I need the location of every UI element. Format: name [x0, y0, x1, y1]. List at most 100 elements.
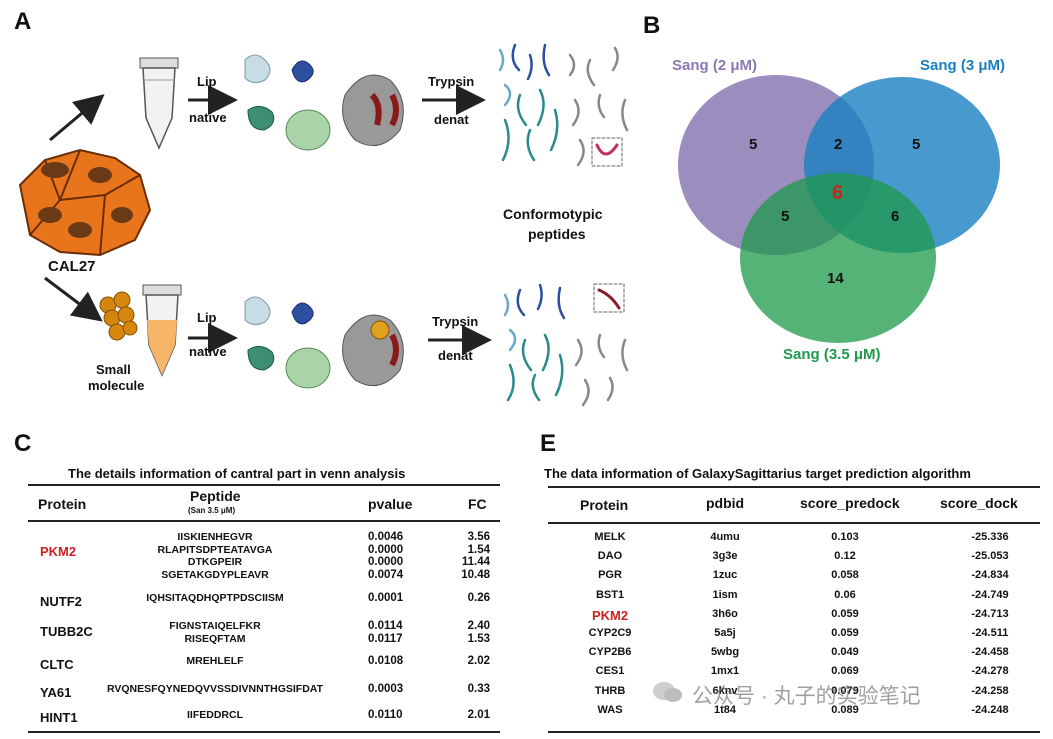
denat-label-top: denat — [434, 112, 469, 127]
table-e-title: The data information of GalaxySagittariu… — [544, 466, 971, 481]
table-e-header-protein: Protein — [580, 497, 629, 513]
table-c-peptide-cell: IQHSITAQDHQPTPDSCIISM — [146, 592, 284, 604]
table-c-peptide-cell: FIGNSTAIQELFKR RISEQFTAM — [169, 620, 261, 645]
table-c-pvalue-cell: 0.0003 — [368, 683, 404, 695]
table-e-header-score-predock: score_predock — [800, 495, 900, 511]
tube-top-icon — [139, 57, 179, 150]
wechat-icon — [652, 680, 684, 704]
table-e-header-rule — [548, 522, 1040, 524]
cal27-cells-icon — [18, 148, 152, 257]
small-molecule-icon — [99, 291, 138, 341]
table-e-score-predock-cell: 0.06 — [834, 588, 856, 601]
venn-label-2um: Sang (2 μM) — [672, 57, 758, 74]
table-e-score-dock-cell: -25.053 — [971, 550, 1009, 563]
table-e-protein-cell: CYP2B6 — [588, 646, 632, 659]
lip-label-bottom: Lip — [197, 310, 217, 325]
table-e-score-predock-cell: 0.089 — [831, 703, 859, 716]
table-e-protein-cell: DAO — [597, 550, 623, 563]
table-e-score-dock-cell: -24.458 — [971, 646, 1009, 659]
table-e-score-dock-cell: -25.336 — [971, 531, 1009, 543]
table-e-score-predock-cell: 0.069 — [831, 665, 859, 678]
venn-count-3-3-5: 6 — [891, 208, 900, 225]
cal27-label: CAL27 — [48, 258, 96, 275]
venn-label-3-5um: Sang (3.5 μM) — [783, 346, 881, 363]
trypsin-label-top: Trypsin — [428, 74, 475, 89]
table-c-protein-cell: YA61 — [40, 685, 72, 700]
table-c-protein-cell: NUTF2 — [40, 594, 82, 609]
table-c-header-pvalue: pvalue — [368, 496, 413, 512]
table-e-protein-cell: CYP2C9 — [588, 627, 632, 639]
table-c-pvalue-cell: 0.0108 — [368, 655, 404, 667]
peptides-bottom-icon — [503, 283, 629, 407]
table-e-score-dock-cell: -24.248 — [971, 703, 1009, 716]
table-e-score-dock-cell: -24.713 — [971, 607, 1009, 620]
table-e-score-predock-cell: 0.058 — [831, 569, 859, 582]
table-e-protein-cell: CES1 — [595, 665, 625, 678]
small-molecule-label-2: molecule — [88, 378, 145, 393]
panel-e-letter: E — [540, 430, 557, 457]
table-c-header-protein: Protein — [38, 496, 87, 512]
table-c-title: The details information of cantral part … — [68, 466, 406, 481]
table-c-header-peptide-sub: (San 3.5 μM) — [188, 506, 236, 515]
table-e-score-predock-cell: 0.059 — [831, 607, 859, 620]
tube-bottom-icon — [142, 284, 182, 377]
conformotypic-label: Conformotypic — [503, 206, 603, 222]
venn-label-3um: Sang (3 μM) — [920, 57, 1006, 74]
trypsin-label-bottom: Trypsin — [432, 314, 479, 329]
table-e-pdbid-cell: 3g3e — [712, 550, 738, 563]
table-c-header-rule — [28, 520, 500, 522]
panel-b-letter: B — [643, 12, 661, 39]
table-e-pdbid-cell: 1zuc — [712, 569, 738, 582]
table-c-peptide-cell: IISKIENHEGVR RLAPITSDPTEATAVGA DTKGPEIR … — [157, 531, 273, 581]
table-c-peptide-cell: IIFEDDRCL — [187, 709, 243, 721]
peptides-top-icon — [498, 43, 629, 167]
table-c-peptide-cell: RVQNESFQYNEDQVVSSDIVNNTHGSIFDAT — [106, 683, 324, 695]
table-c-peptide-cell: MREHLELF — [186, 655, 244, 667]
table-c-protein-cell: CLTC — [40, 657, 74, 672]
table-e-protein-cell: PGR — [598, 569, 622, 582]
panel-a-diagram — [18, 43, 629, 407]
table-e-score-dock-cell: -24.749 — [971, 588, 1009, 601]
table-e-score-predock-cell: 0.12 — [834, 550, 856, 563]
table-c-pvalue-cell: 0.0114 0.0117 — [368, 620, 403, 645]
native-label-bottom: native — [189, 344, 227, 359]
table-c-fc-cell: 2.02 — [467, 655, 490, 667]
peptides-label: peptides — [528, 226, 586, 242]
table-c-bottom-rule — [28, 731, 500, 733]
table-e-pdbid-cell: 3h6o — [712, 607, 738, 620]
table-c-protein-cell: PKM2 — [40, 544, 77, 559]
table-c-header-fc: FC — [468, 496, 487, 512]
table-e-pdbid-cell: 1ism — [712, 588, 738, 601]
table-c-fc-cell: 0.33 — [467, 683, 490, 695]
arrow-down — [44, 276, 103, 322]
venn-diagram — [678, 75, 1000, 343]
table-e-header-score-dock: score_dock — [940, 495, 1018, 511]
venn-count-2-3: 2 — [834, 136, 843, 153]
venn-circle-3-5um — [740, 173, 936, 343]
proteins-top-icon — [244, 54, 404, 151]
table-e-score-predock-cell: 0.059 — [831, 627, 859, 639]
table-c-fc-cell: 2.40 1.53 — [467, 620, 490, 645]
table-c-pvalue-cell: 0.0046 0.0000 0.0000 0.0074 — [368, 531, 404, 581]
table-e-score-predock-cell: 0.103 — [831, 531, 859, 543]
venn-count-only-3-5um: 14 — [827, 270, 844, 287]
small-molecule-label-1: Small — [96, 362, 131, 377]
venn-count-center: 6 — [832, 182, 844, 204]
table-e-score-dock-cell: -24.258 — [971, 684, 1009, 697]
lip-label-top: Lip — [197, 74, 217, 89]
table-c-fc-cell: 3.56 1.54 11.44 10.48 — [461, 531, 490, 581]
table-e-protein-cell: BST1 — [595, 588, 625, 601]
table-e-protein-cell: MELK — [594, 531, 626, 543]
table-c-pvalue-cell: 0.0110 — [368, 709, 403, 721]
proteins-bottom-icon — [244, 296, 404, 389]
table-e-pdbid-cell: 5a5j — [714, 627, 736, 639]
table-e-pdbid-cell: 1mx1 — [710, 665, 740, 678]
table-e-protein-cell: THRB — [594, 684, 626, 697]
table-e-top-rule — [548, 486, 1040, 488]
table-e-pdbid-cell: 1t84 — [713, 703, 737, 716]
table-c-top-rule — [28, 484, 500, 486]
venn-count-only-2um: 5 — [749, 136, 758, 153]
table-c-fc-cell: 0.26 — [467, 592, 490, 604]
panel-a-letter: A — [14, 8, 32, 35]
native-label-top: native — [189, 110, 227, 125]
